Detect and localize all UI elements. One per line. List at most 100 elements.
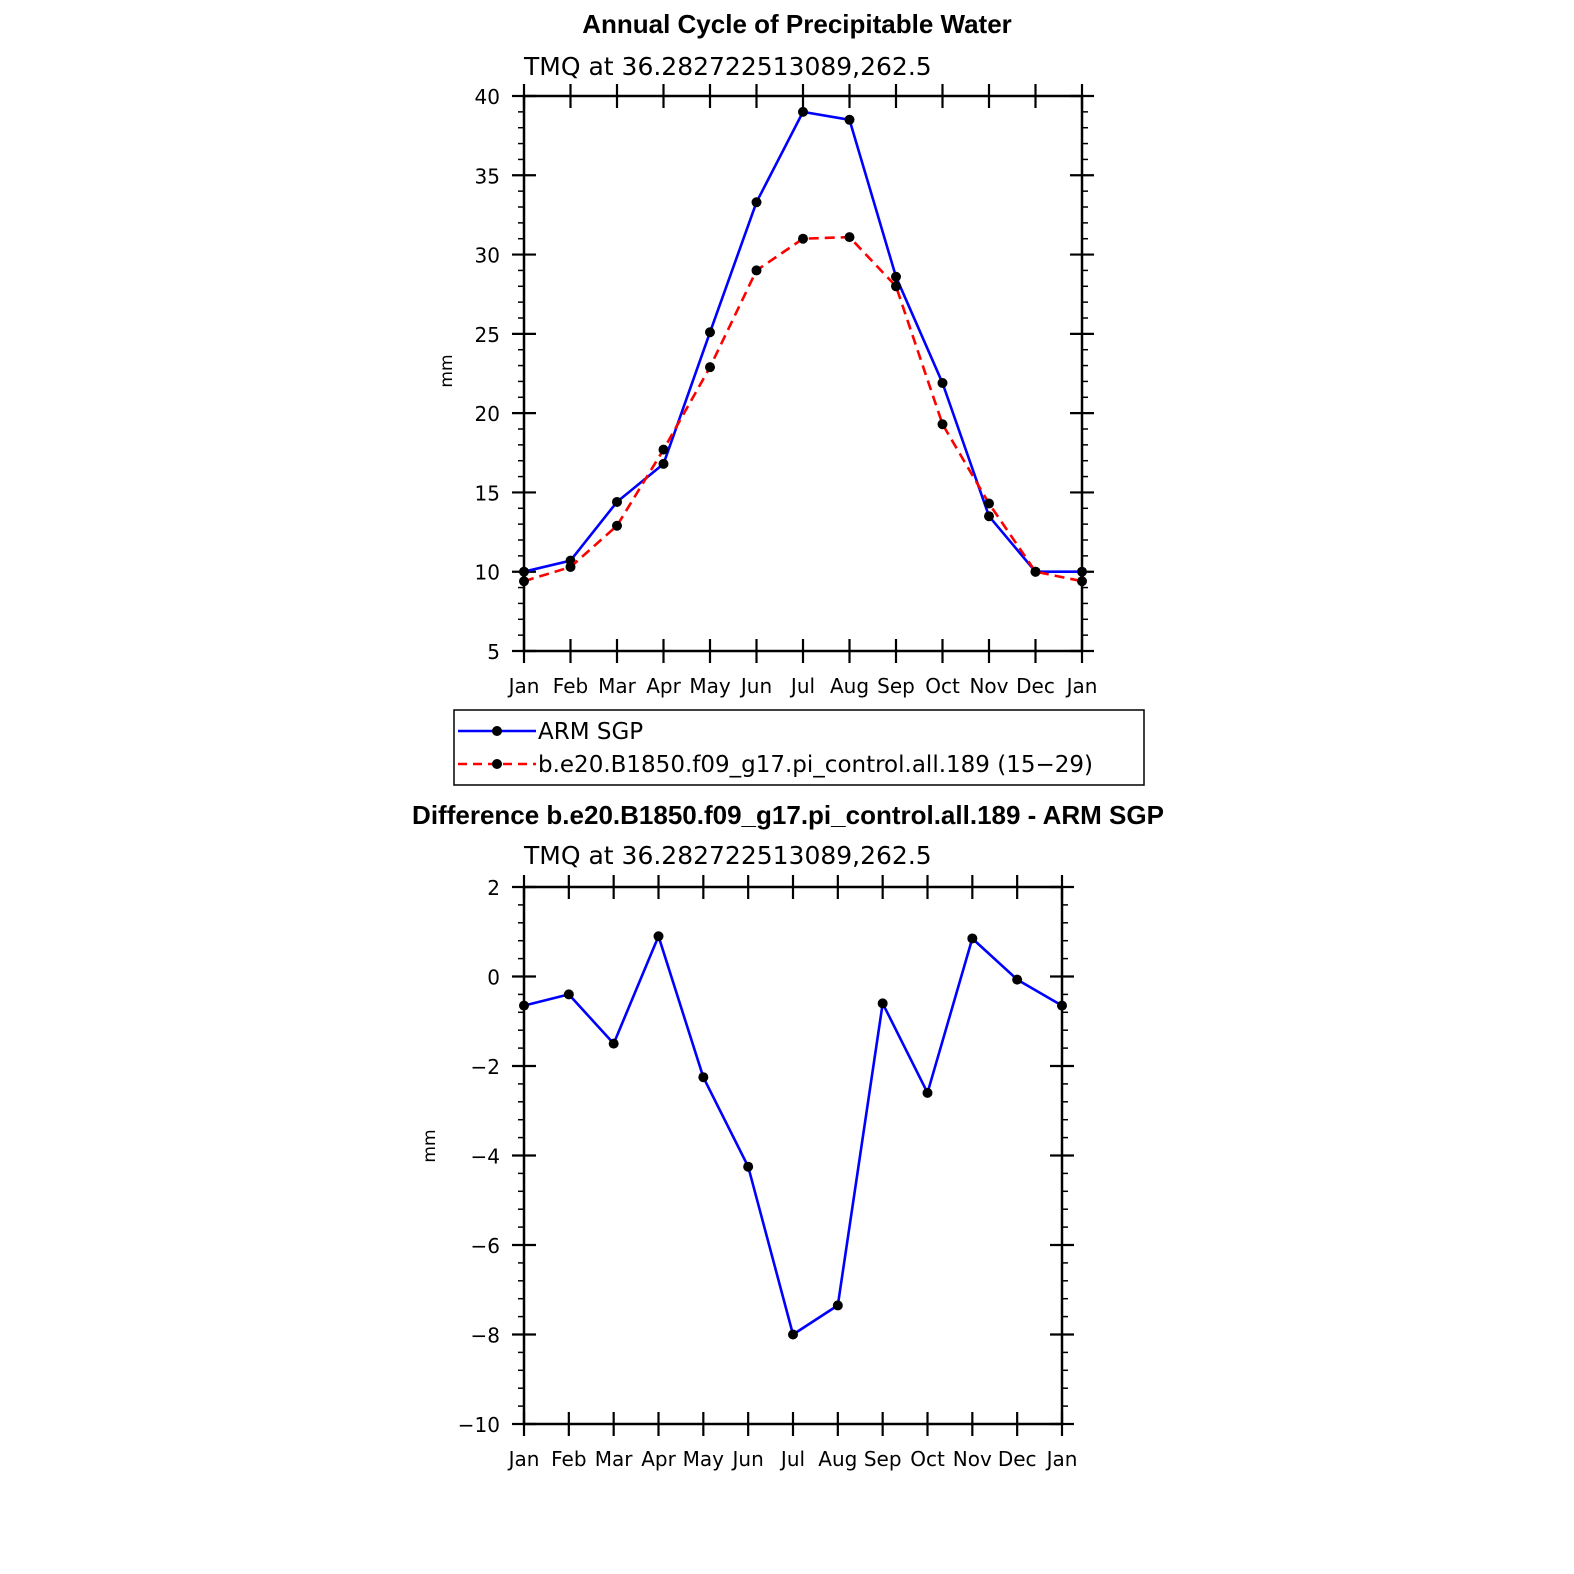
data-point-0	[612, 496, 622, 507]
data-point-0	[984, 511, 994, 522]
x-tick-label: Jan	[507, 1447, 540, 1471]
data-point-1	[844, 232, 855, 243]
legend-marker-model	[492, 759, 502, 769]
chart-title: Annual Cycle of Precipitable Water	[582, 9, 1012, 39]
x-tick-label: Dec	[998, 1447, 1037, 1471]
series-line-1	[523, 235, 1083, 583]
x-tick-label: Jun	[731, 1447, 764, 1471]
axes-frame: Jan Feb Mar Apr May Jun Jul Aug Sep Oct Nov Dec Jan−…	[458, 875, 1078, 1471]
data-point-0	[922, 1087, 933, 1098]
legend-box	[453, 709, 1145, 786]
x-tick-label: May	[689, 674, 731, 698]
data-point-0	[1012, 974, 1023, 985]
data-point-0	[519, 566, 529, 577]
y-tick-label: −8	[471, 1324, 500, 1348]
x-tick-label: Dec	[1016, 674, 1055, 698]
data-point-0	[967, 933, 978, 944]
difference-chart: Difference b.e20.B1850.f09_g17.pi_contro…	[412, 800, 1164, 1471]
y-tick-label: 5	[487, 640, 500, 664]
data-point-0	[844, 114, 855, 125]
x-tick-label: Jul	[789, 674, 815, 698]
data-point-0	[743, 1161, 754, 1172]
x-tick-label: Aug	[830, 674, 869, 698]
data-point-0	[891, 271, 901, 282]
data-point-1	[612, 520, 622, 531]
chart-subtitle: TMQ at 36.282722513089,262.5	[523, 52, 932, 81]
x-tick-label: Jan	[1045, 1447, 1078, 1471]
series-layer	[519, 106, 1087, 587]
y-tick-label: −2	[471, 1055, 500, 1079]
legend-label-arm-sgp: ARM SGP	[538, 719, 643, 745]
data-point-0	[1077, 566, 1087, 577]
y-tick-label: −4	[471, 1145, 500, 1169]
y-tick-label: 40	[475, 85, 500, 109]
x-tick-label: Mar	[598, 674, 637, 698]
y-tick-label: 20	[475, 402, 500, 426]
x-tick-label: Nov	[969, 674, 1008, 698]
y-tick-label: 25	[475, 323, 500, 347]
series-layer	[519, 931, 1067, 1340]
data-point-0	[519, 1000, 529, 1011]
data-point-0	[1057, 1000, 1067, 1011]
data-point-1	[705, 362, 715, 373]
data-point-0	[937, 378, 948, 389]
x-tick-label: Jan	[1065, 674, 1098, 698]
data-point-1	[937, 419, 948, 430]
y-tick-label: 15	[475, 481, 500, 505]
y-tick-label: 0	[487, 966, 500, 990]
y-tick-label: 10	[475, 561, 500, 585]
y-tick-label: −6	[471, 1234, 500, 1258]
x-tick-label: Feb	[553, 674, 588, 698]
y-axis-label: mm	[437, 354, 457, 387]
data-point-0	[653, 931, 664, 942]
data-point-1	[798, 233, 808, 244]
x-tick-label: Sep	[864, 1447, 902, 1471]
axes-frame: Jan Feb Mar Apr May Jun Jul Aug Sep Oct Nov Dec Jan 5…	[475, 84, 1098, 698]
y-tick-label: 30	[475, 244, 500, 268]
x-tick-label: Sep	[877, 674, 915, 698]
data-point-0	[658, 458, 669, 469]
data-point-0	[832, 1300, 843, 1311]
x-tick-label: Oct	[910, 1447, 945, 1471]
data-point-0	[788, 1329, 798, 1340]
y-tick-label: 35	[475, 164, 500, 188]
data-point-0	[798, 106, 808, 117]
x-tick-label: Aug	[818, 1447, 857, 1471]
data-point-1	[1077, 576, 1087, 587]
x-tick-label: Feb	[551, 1447, 586, 1471]
data-point-1	[519, 576, 529, 587]
series-line-0	[523, 934, 1063, 1336]
y-tick-label: −10	[458, 1413, 500, 1437]
data-point-1	[1030, 566, 1041, 577]
data-point-0	[608, 1038, 619, 1049]
plot-frame	[522, 885, 1064, 1426]
data-point-0	[705, 327, 715, 338]
annual-cycle-chart: Annual Cycle of Precipitable Water TMQ a…	[437, 9, 1097, 698]
x-tick-label: Oct	[925, 674, 960, 698]
data-point-1	[984, 498, 994, 509]
data-point-0	[563, 989, 574, 1000]
x-tick-label: Jun	[739, 674, 772, 698]
chart-title: Difference b.e20.B1850.f09_g17.pi_contro…	[412, 800, 1164, 830]
y-axis-label: mm	[420, 1129, 440, 1162]
data-point-0	[751, 197, 762, 208]
legend: ARM SGP b.e20.B1850.f09_g17.pi_control.a…	[453, 709, 1145, 786]
legend-marker-arm-sgp	[492, 726, 502, 736]
data-point-0	[877, 998, 888, 1009]
data-point-0	[698, 1072, 709, 1083]
x-tick-label: Jan	[507, 674, 540, 698]
data-point-1	[658, 444, 669, 455]
x-tick-label: Apr	[646, 674, 681, 698]
series-line-0	[523, 110, 1082, 574]
data-point-1	[565, 561, 576, 572]
x-tick-label: Apr	[641, 1447, 676, 1471]
x-tick-label: Jul	[779, 1447, 805, 1471]
legend-label-model: b.e20.B1850.f09_g17.pi_control.all.189 (…	[538, 752, 1093, 778]
chart-subtitle: TMQ at 36.282722513089,262.5	[523, 841, 932, 870]
data-point-1	[751, 265, 762, 276]
plot-frame	[522, 94, 1084, 653]
x-tick-label: Mar	[595, 1447, 634, 1471]
x-tick-label: Nov	[953, 1447, 992, 1471]
y-tick-label: 2	[487, 876, 500, 900]
